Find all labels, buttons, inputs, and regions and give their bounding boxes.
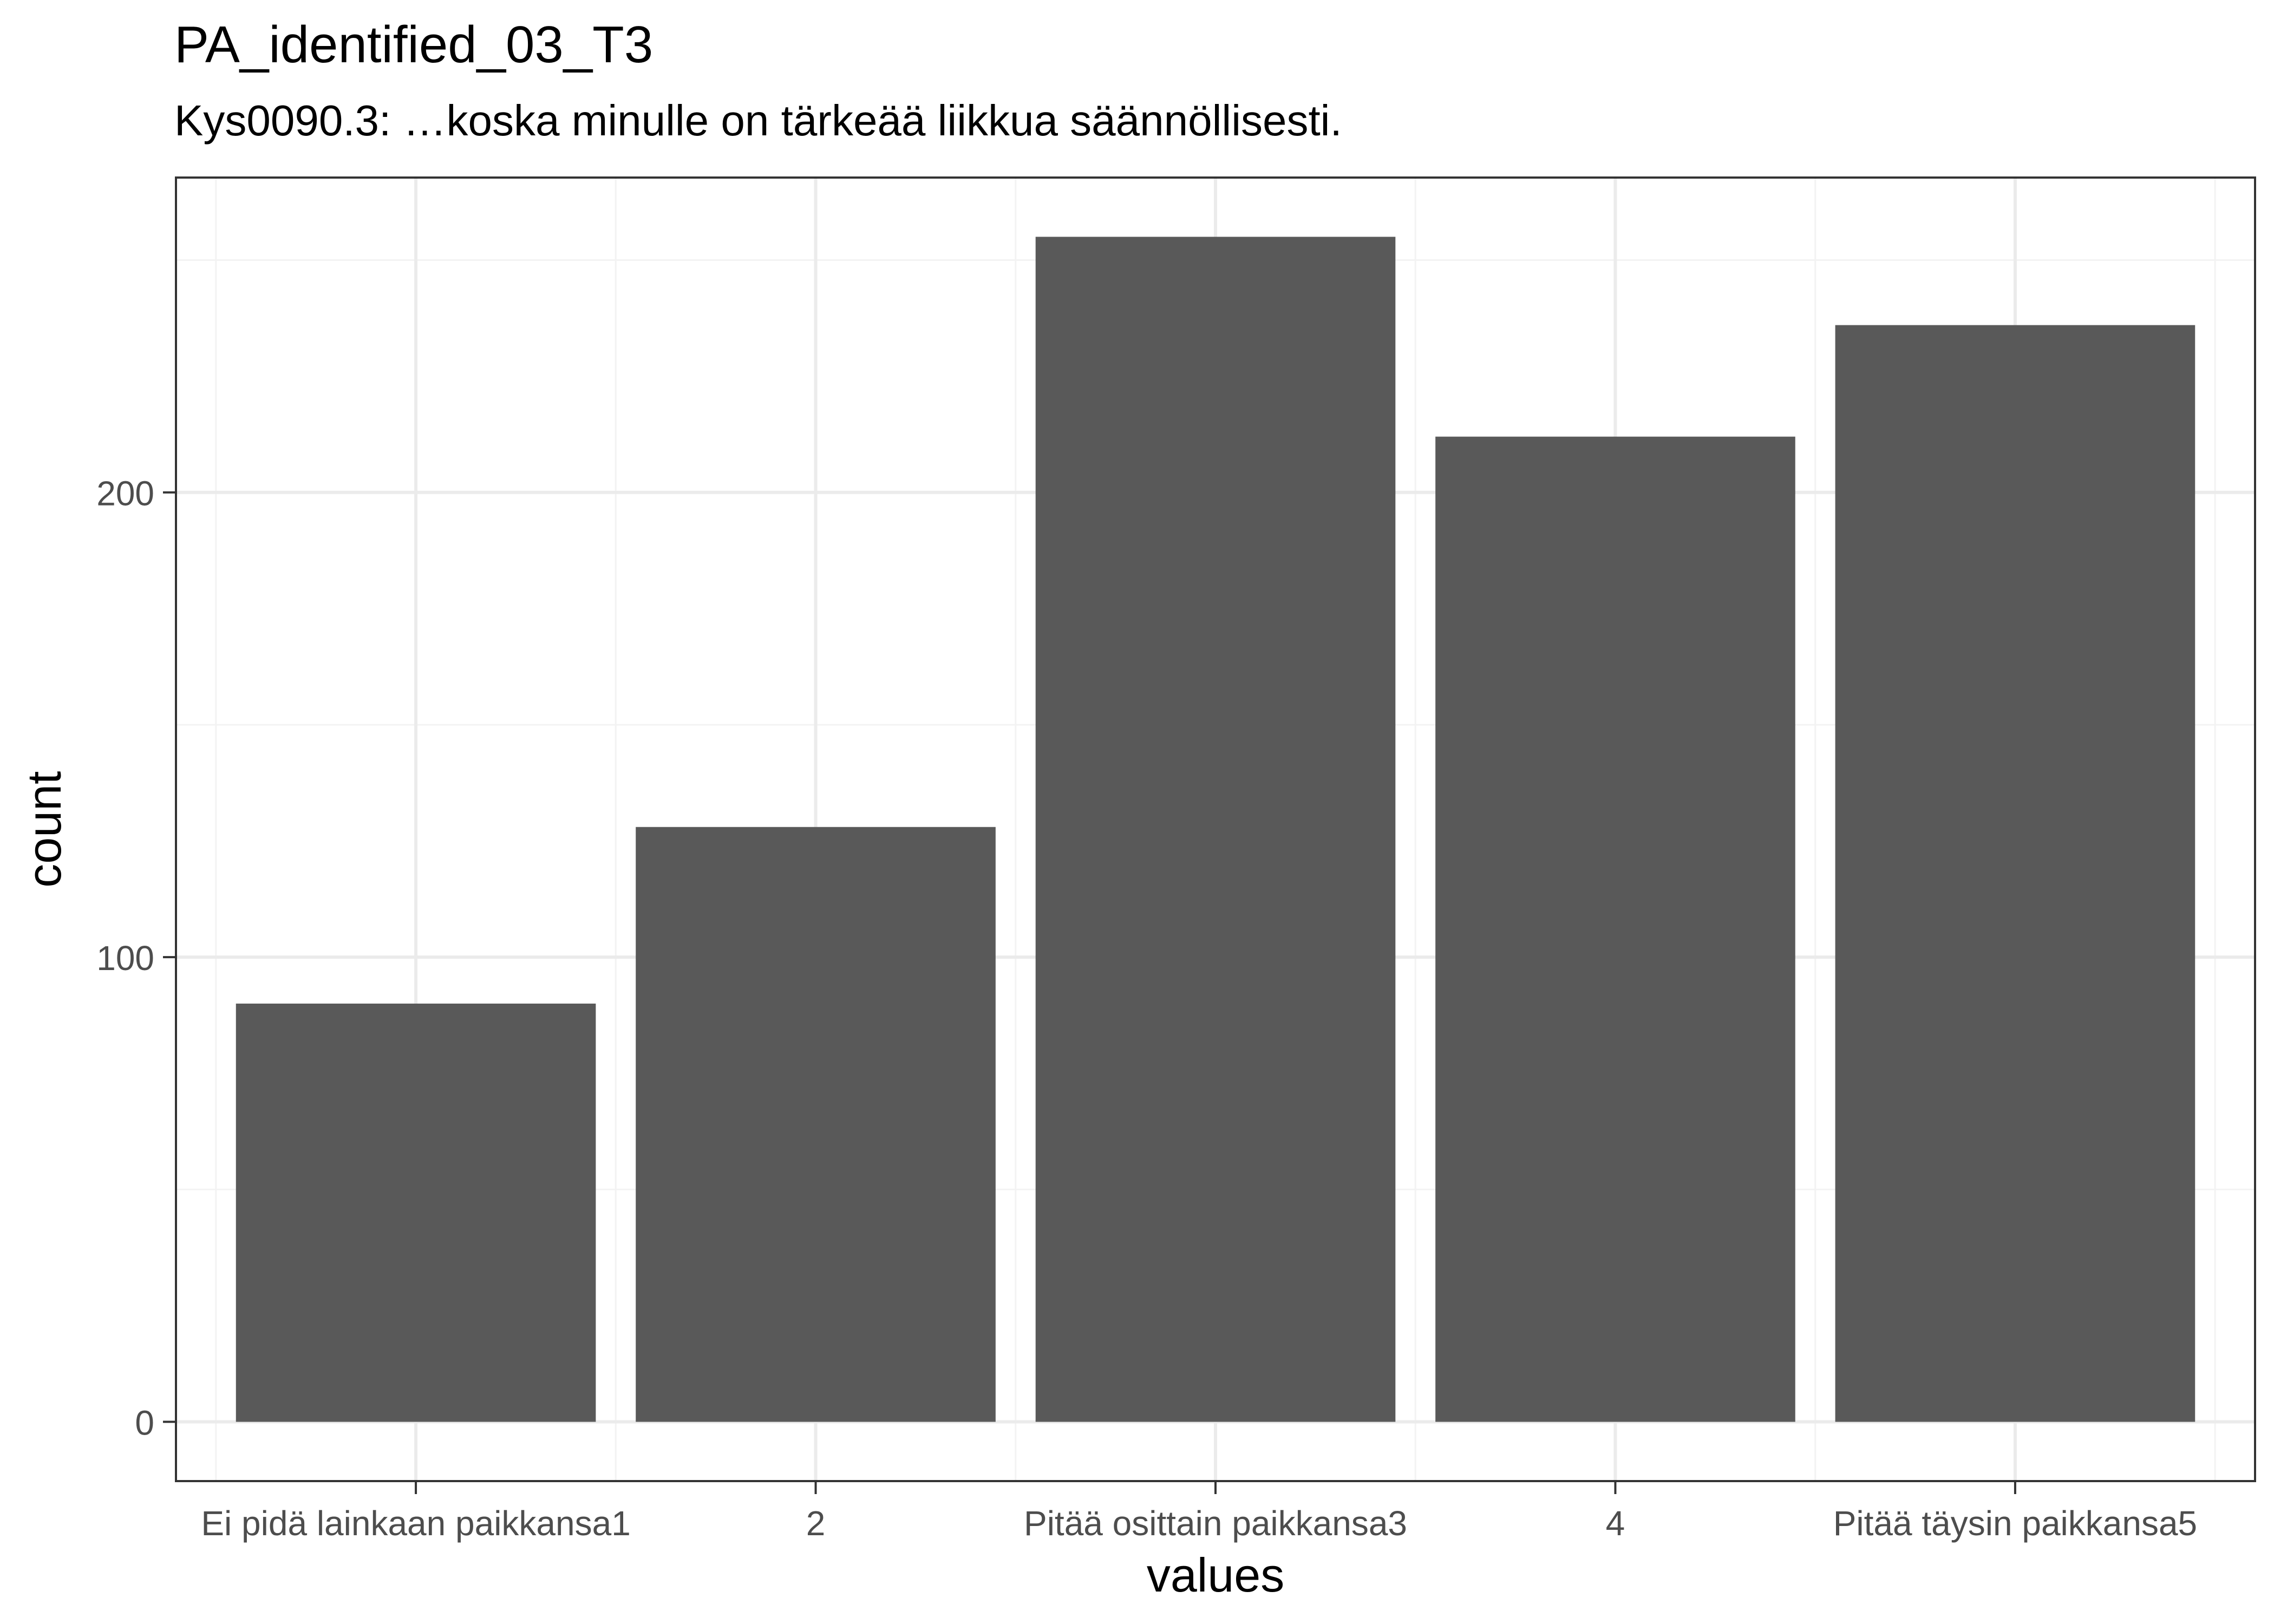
panel-border (175, 176, 2256, 1482)
bar (1435, 436, 1795, 1422)
bar (1835, 325, 2195, 1422)
y-tick-label: 200 (96, 474, 154, 513)
y-axis-title: count (17, 771, 71, 887)
axes: 0 100 200 Ei pidä lainkaan paikkansa1 2 Pitää… (96, 474, 2197, 1543)
chart-title: PA_identified_03_T3 (174, 16, 653, 74)
y-tick-label: 100 (96, 939, 154, 978)
bar (236, 1003, 596, 1422)
y-tick-label: 0 (135, 1404, 154, 1443)
x-tick-label: Pitää täysin paikkansa5 (1833, 1504, 2197, 1543)
bars (236, 237, 2195, 1422)
x-tick-label: 4 (1606, 1504, 1625, 1543)
x-tick-label: 2 (806, 1504, 826, 1543)
chart-subtitle: Kys0090.3: …koska minulle on tärkeää lii… (174, 96, 1342, 145)
x-tick-label: Pitää osittain paikkansa3 (1024, 1504, 1407, 1543)
bar (636, 827, 996, 1422)
bar (1035, 237, 1396, 1422)
x-tick-label: Ei pidä lainkaan paikkansa1 (201, 1504, 630, 1543)
x-axis-title: values (1147, 1548, 1284, 1602)
